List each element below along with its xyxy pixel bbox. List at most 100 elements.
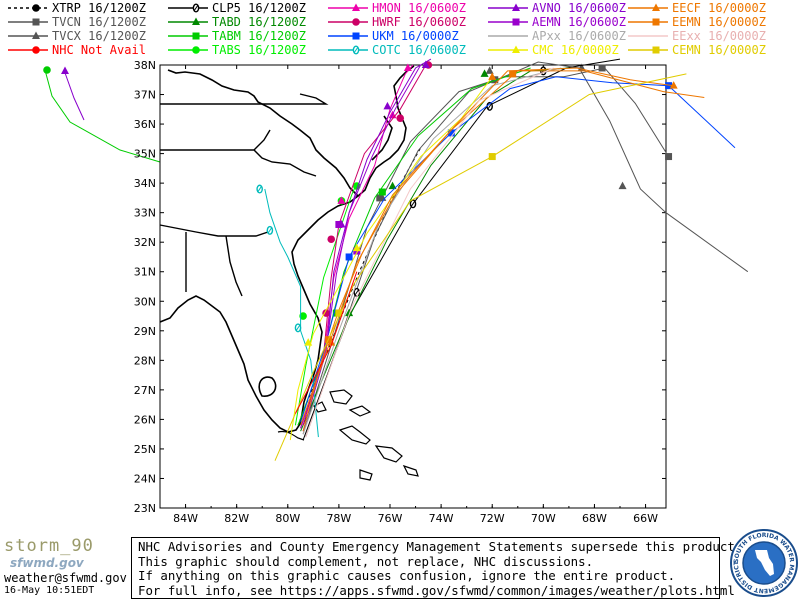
track-marker: [388, 181, 397, 190]
coastline-layer: [159, 65, 419, 481]
track-marker-slash: [353, 46, 359, 54]
track-marker: [322, 309, 330, 317]
lat-label: 27N: [134, 384, 156, 397]
track-marker: [480, 69, 489, 77]
legend-swatch: [328, 32, 368, 40]
track-marker: [512, 18, 520, 26]
track-marker: [403, 63, 412, 71]
legend-swatch: [168, 32, 208, 40]
track-marker: [32, 31, 40, 39]
lat-label: 28N: [134, 354, 156, 367]
legend-item: TABS 16/1200Z: [166, 43, 316, 57]
legend-label: APxx 16/0600Z: [532, 29, 626, 43]
contact-email: weather@sfwmd.gov: [4, 571, 127, 585]
legend-item: COTC 16/0600Z: [326, 43, 476, 57]
legend-swatch: [488, 18, 528, 26]
legend-item: NHC Not Avail: [6, 43, 156, 57]
sfwmd-logo-subtitle: sfwmd.gov: [10, 556, 84, 570]
legend-item: AVNO 16/0600Z: [486, 1, 636, 15]
legend-swatch: [628, 3, 668, 11]
legend-swatch: [488, 3, 528, 11]
legend-label: EEMN 16/0000Z: [672, 15, 766, 29]
sfwmd-seal-icon: SOUTH FLORIDA WATER MANAGEMENT DISTRICT: [730, 529, 798, 597]
track-marker: [396, 114, 405, 122]
track-marker-slash: [193, 4, 199, 12]
map-frame: [159, 64, 667, 509]
legend-swatch: [8, 31, 48, 39]
lat-label: 36N: [134, 118, 156, 131]
track-cemn: [274, 73, 687, 461]
track-ukm: [300, 76, 736, 423]
track-marker: [304, 338, 313, 346]
track-marker: [345, 253, 353, 261]
track-cotc: [264, 188, 319, 438]
lon-label: 80W: [275, 512, 300, 525]
timestamp: 16-May 10:51EDT: [4, 585, 95, 596]
track-marker: [652, 46, 660, 54]
legend-swatch: [628, 46, 668, 54]
legend-item: TABD 16/1200Z: [166, 15, 316, 29]
legend-swatch: [628, 18, 668, 26]
track-marker: [192, 32, 200, 40]
legend-swatch: [168, 46, 208, 54]
track-marker-slash: [267, 227, 273, 234]
storm-logo: storm_90: [4, 536, 94, 556]
legend-label: TABD 16/1200Z: [212, 15, 306, 29]
track-marker: [509, 70, 517, 78]
legend-item: XTRP 16/1200Z: [6, 1, 156, 15]
track-marker: [512, 45, 520, 53]
track-marker: [327, 235, 336, 244]
track-marker: [383, 101, 392, 110]
track-cmc: [289, 76, 493, 441]
legend-swatch: [488, 35, 528, 37]
track-marker: [32, 46, 40, 54]
track-marker: [378, 188, 386, 196]
disclaimer-line: If anything on this graphic causes confu…: [138, 568, 676, 583]
legend-item: EECF 16/0000Z: [626, 1, 776, 15]
track-marker: [192, 17, 200, 25]
lon-label: 66W: [633, 512, 658, 525]
track-marker: [618, 181, 627, 190]
track-marker: [485, 66, 494, 74]
legend-label: TVCX 16/1200Z: [52, 29, 146, 43]
track-marker: [352, 18, 360, 26]
track-marker-slash: [487, 103, 493, 110]
track-marker: [488, 153, 496, 161]
lat-label: 34N: [134, 177, 156, 190]
track-marker: [352, 3, 360, 11]
legend-label: XTRP 16/1200Z: [52, 1, 146, 15]
lat-label: 38N: [134, 59, 156, 72]
track-marker: [665, 82, 673, 90]
legend-swatch: [328, 3, 368, 11]
legend-label: CEMN 16/0000Z: [672, 43, 766, 57]
disclaimer-box: NHC Advisories and County Emergency Mana…: [131, 537, 742, 599]
legend-item: HWRF 16/0600Z: [326, 15, 476, 29]
track-marker: [352, 243, 361, 252]
track-marker: [669, 81, 678, 89]
lon-label: 72W: [480, 512, 505, 525]
axis-ticks: [159, 64, 666, 509]
track-marker-slash: [257, 185, 263, 193]
legend-swatch: [488, 45, 528, 53]
track-marker: [488, 72, 497, 80]
legend-item: TABM 16/1200Z: [166, 29, 316, 43]
legend-item: EExx 16/0000Z: [626, 29, 776, 43]
track-marker: [335, 309, 343, 317]
legend-label: EExx 16/0000Z: [672, 29, 766, 43]
legend-label: EECF 16/0000Z: [672, 1, 766, 15]
disclaimer-line: For full info, see https://apps.sfwmd.go…: [138, 582, 735, 598]
track-marker: [32, 18, 40, 26]
track-marker: [61, 66, 69, 74]
lon-label: 76W: [378, 512, 403, 525]
legend-item: CEMN 16/0000Z: [626, 43, 776, 57]
track-marker: [447, 129, 455, 137]
track-marker: [335, 220, 343, 228]
track-marker: [345, 308, 354, 317]
track-marker: [43, 66, 51, 74]
track-nhc: [294, 271, 358, 414]
track-marker-slash: [295, 324, 301, 332]
legend-label: HMON 16/0600Z: [372, 1, 466, 15]
lat-label: 35N: [134, 148, 156, 161]
legend-swatch: [328, 45, 368, 55]
